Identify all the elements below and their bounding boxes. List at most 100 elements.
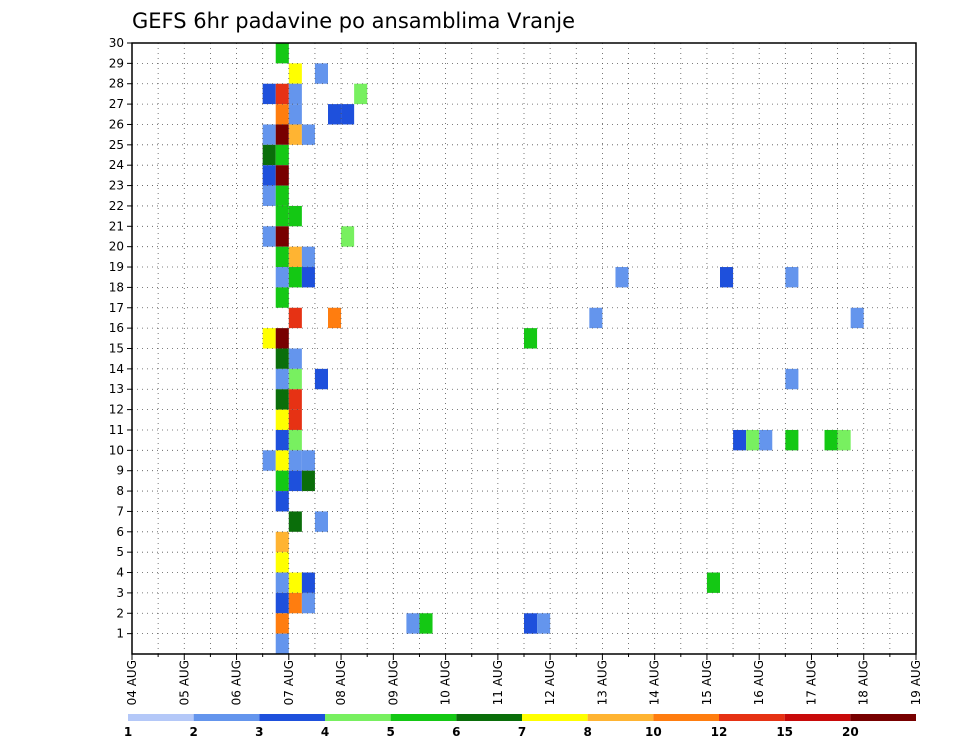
heatmap-cell bbox=[262, 144, 276, 166]
y-tick-label: 20 bbox=[109, 240, 124, 254]
heatmap-cell bbox=[262, 450, 276, 471]
heatmap-cell bbox=[341, 226, 355, 247]
x-tick-label: 18 AUG bbox=[857, 660, 871, 705]
heatmap-cell bbox=[275, 267, 289, 288]
heatmap-cell bbox=[537, 613, 551, 634]
heatmap-cell bbox=[733, 429, 747, 451]
x-tick-label: 10 AUG bbox=[439, 660, 453, 705]
heatmap-cell bbox=[275, 409, 289, 430]
heatmap-cell bbox=[419, 613, 433, 634]
y-tick-label: 22 bbox=[109, 199, 124, 213]
heatmap-cell bbox=[301, 572, 315, 593]
heatmap-cell bbox=[354, 83, 368, 105]
colorbar-label: 10 bbox=[645, 725, 662, 739]
heatmap-cell bbox=[524, 613, 538, 634]
heatmap-cell bbox=[288, 205, 302, 227]
heatmap-cell bbox=[288, 307, 302, 329]
y-tick-label: 14 bbox=[109, 362, 124, 376]
heatmap-cell bbox=[328, 104, 342, 125]
y-tick-label: 3 bbox=[116, 586, 124, 600]
heatmap-cell bbox=[275, 124, 289, 145]
heatmap-cell bbox=[615, 267, 629, 288]
colorbar-segment bbox=[259, 714, 325, 721]
x-tick-label: 12 AUG bbox=[543, 660, 557, 705]
colorbar-label: 7 bbox=[518, 725, 526, 739]
colorbar-segment bbox=[193, 714, 260, 721]
heatmap-cell bbox=[275, 43, 289, 64]
chart-title: GEFS 6hr padavine po ansamblima Vranje bbox=[132, 9, 575, 33]
y-tick-label: 5 bbox=[116, 545, 124, 559]
colorbar-segment bbox=[522, 714, 588, 721]
heatmap-cell bbox=[275, 226, 289, 247]
x-axis: 04 AUG 05 AUG 06 AUG 07 AUG 08 AUG 09 AUG 10 A… bbox=[125, 654, 923, 705]
heatmap-cell bbox=[275, 429, 289, 451]
heatmap-cell bbox=[288, 246, 302, 268]
heatmap-cell bbox=[288, 267, 302, 288]
heatmap-cell bbox=[301, 470, 315, 492]
heatmap-cell bbox=[746, 429, 760, 451]
y-tick-label: 28 bbox=[109, 77, 124, 91]
heatmap-cell bbox=[288, 511, 302, 532]
heatmap-cell bbox=[524, 328, 538, 349]
y-tick-label: 16 bbox=[109, 321, 124, 335]
y-tick-label: 9 bbox=[116, 464, 124, 478]
grid-lines bbox=[132, 43, 916, 654]
heatmap-cell bbox=[301, 124, 315, 145]
colorbar-label: 1 bbox=[124, 725, 132, 739]
heatmap-cell bbox=[288, 63, 302, 84]
heatmap-cell bbox=[824, 429, 838, 451]
y-tick-label: 23 bbox=[109, 179, 124, 193]
heatmap-cell bbox=[262, 328, 276, 349]
heatmap-cell bbox=[275, 592, 289, 614]
y-tick-label: 1 bbox=[116, 627, 124, 641]
heatmap-cell bbox=[288, 104, 302, 125]
y-tick-label: 29 bbox=[109, 56, 124, 70]
heatmap-cell bbox=[406, 613, 420, 634]
heatmap-cell bbox=[262, 83, 276, 105]
heatmap-cell bbox=[328, 307, 342, 329]
x-tick-label: 15 AUG bbox=[700, 660, 714, 705]
heatmap-cell bbox=[301, 592, 315, 614]
colorbar-label: 15 bbox=[776, 725, 793, 739]
heatmap-cell bbox=[275, 633, 289, 654]
heatmap-cell bbox=[288, 348, 302, 369]
x-tick-label: 19 AUG bbox=[909, 660, 923, 705]
heatmap-cell bbox=[720, 267, 734, 288]
y-tick-label: 4 bbox=[116, 566, 124, 580]
colorbar-label: 3 bbox=[255, 725, 263, 739]
heatmap-cell bbox=[288, 572, 302, 593]
heatmap-cell bbox=[275, 83, 289, 105]
heatmap-cell bbox=[275, 491, 289, 512]
y-tick-label: 25 bbox=[109, 138, 124, 152]
y-tick-label: 17 bbox=[109, 301, 124, 315]
colorbar-segment bbox=[587, 714, 654, 721]
heatmap-cell bbox=[275, 572, 289, 593]
x-tick-label: 09 AUG bbox=[386, 660, 400, 705]
heatmap-cell bbox=[275, 389, 289, 410]
y-tick-label: 21 bbox=[109, 219, 124, 233]
heatmap-cell bbox=[275, 552, 289, 573]
colorbar: 1 2 3 4 5 6 7 8 10 12 15 20 bbox=[124, 714, 916, 739]
x-tick-label: 14 AUG bbox=[648, 660, 662, 705]
heatmap-cell bbox=[262, 124, 276, 145]
heatmap-cell bbox=[288, 429, 302, 451]
heatmap-cell bbox=[275, 450, 289, 471]
heatmap-cell bbox=[275, 328, 289, 349]
heatmap-cell bbox=[275, 287, 289, 308]
colorbar-segment bbox=[784, 714, 851, 721]
heatmap-cell bbox=[314, 368, 328, 390]
colorbar-label: 20 bbox=[842, 725, 859, 739]
heatmap-cell bbox=[314, 511, 328, 532]
heatmap-cell bbox=[262, 226, 276, 247]
colorbar-label: 12 bbox=[711, 725, 728, 739]
x-tick-label: 06 AUG bbox=[230, 660, 244, 705]
heatmap-cells bbox=[262, 43, 864, 654]
heatmap-cell bbox=[288, 124, 302, 145]
heatmap-cell bbox=[275, 205, 289, 227]
y-tick-label: 26 bbox=[109, 117, 124, 131]
heatmap-cell bbox=[262, 185, 276, 206]
colorbar-segment bbox=[456, 714, 522, 721]
heatmap-cell bbox=[301, 450, 315, 471]
heatmap-cell bbox=[341, 104, 355, 125]
y-tick-label: 6 bbox=[116, 525, 124, 539]
